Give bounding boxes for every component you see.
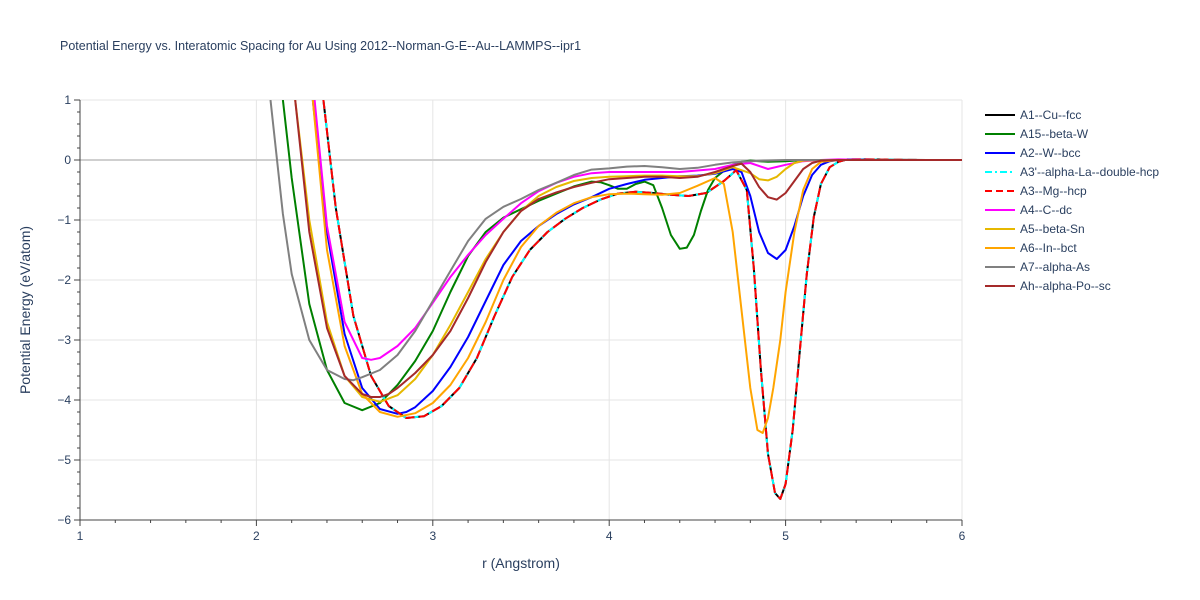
y-axis-title: Potential Energy (eV/atom) <box>17 226 33 394</box>
y-tick-label: −5 <box>57 453 71 467</box>
legend-label: A3--Mg--hcp <box>1020 184 1087 198</box>
series-lines <box>269 100 962 500</box>
series-line <box>322 100 962 500</box>
y-tick-label: −4 <box>57 393 71 407</box>
x-axis-title: r (Angstrom) <box>482 555 560 571</box>
y-tick-label: −3 <box>57 333 71 347</box>
y-tick-label: 0 <box>64 153 71 167</box>
series-line <box>281 100 962 412</box>
legend-label: A15--beta-W <box>1020 127 1089 141</box>
axes <box>74 99 963 526</box>
legend-label: A7--alpha-As <box>1020 260 1090 274</box>
series-line <box>294 100 962 403</box>
legend-label: A6--In--bct <box>1020 241 1077 255</box>
legend-label: A2--W--bcc <box>1020 146 1080 160</box>
y-tick-labels: 1 0 −1 −2 −3 −4 −5 −6 <box>57 93 71 527</box>
x-tick-labels: 1 2 3 4 5 6 <box>77 529 966 543</box>
x-tick-label: 2 <box>253 529 260 543</box>
y-tick-label: −6 <box>57 513 71 527</box>
series-line <box>311 100 962 434</box>
x-tick-label: 1 <box>77 529 84 543</box>
grid-lines <box>80 99 963 520</box>
legend[interactable]: A1--Cu--fcc A15--beta-W A2--W--bcc A3'--alp… <box>985 108 1159 293</box>
series-line <box>269 100 962 382</box>
x-tick-label: 4 <box>606 529 613 543</box>
legend-label: Ah--alpha-Po--sc <box>1020 279 1111 293</box>
y-tick-label: 1 <box>64 93 71 107</box>
legend-label: A3'--alpha-La--double-hcp <box>1020 165 1159 179</box>
legend-label: A4--C--dc <box>1020 203 1072 217</box>
y-tick-label: −1 <box>57 213 71 227</box>
series-line <box>311 100 962 415</box>
series-line <box>294 100 962 398</box>
x-tick-label: 6 <box>959 529 966 543</box>
y-tick-label: −2 <box>57 273 71 287</box>
legend-label: A1--Cu--fcc <box>1020 108 1081 122</box>
x-tick-label: 5 <box>782 529 789 543</box>
series-line <box>313 100 962 361</box>
x-tick-label: 3 <box>429 529 436 543</box>
legend-label: A5--beta-Sn <box>1020 222 1085 236</box>
chart-title: Potential Energy vs. Interatomic Spacing… <box>60 39 581 53</box>
